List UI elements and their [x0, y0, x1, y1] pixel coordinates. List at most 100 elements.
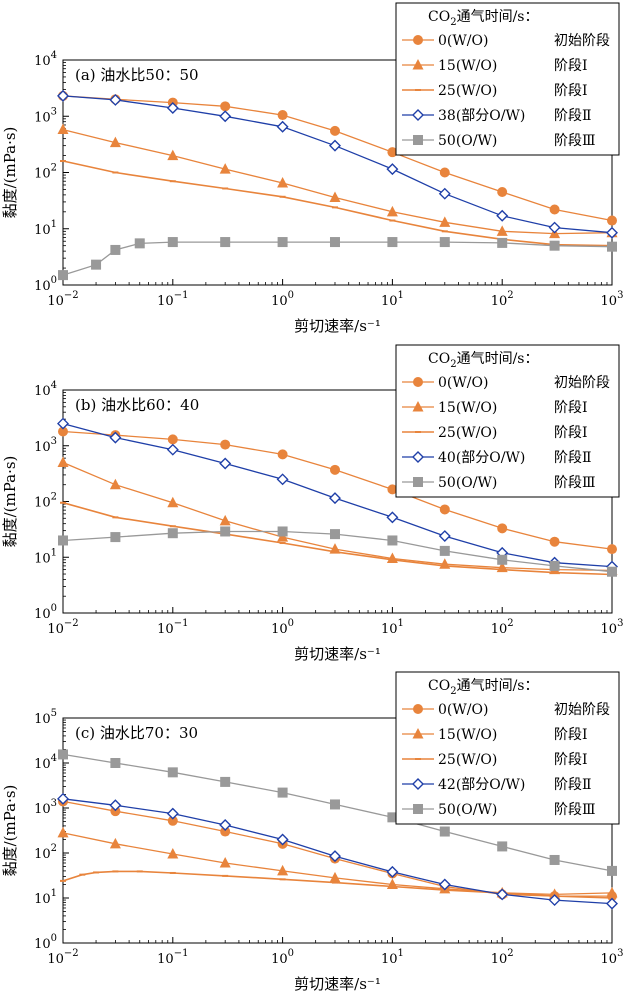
y-tick-base: 10: [34, 110, 51, 125]
data-point: [496, 209, 509, 222]
data-point: [439, 237, 450, 248]
y-tick-base: 10: [34, 551, 51, 566]
data-point: [58, 535, 68, 546]
data-point: [91, 259, 102, 270]
data-point: [109, 799, 122, 812]
legend-series-name: 25(W/O): [438, 83, 497, 99]
y-axis-label: 黏度/(mPa·s): [1, 456, 19, 548]
data-point: [329, 871, 341, 883]
data-point: [606, 897, 618, 910]
data-point: [387, 237, 398, 248]
y-tick-exp: 4: [51, 753, 57, 764]
data-point: [57, 417, 69, 430]
y-tick-label: 100: [34, 933, 57, 952]
data-point: [57, 826, 69, 838]
data-point: [220, 237, 231, 248]
x-tick-label: 102: [491, 948, 514, 967]
legend-title-sub: 2: [450, 686, 456, 697]
y-tick-base: 10: [34, 802, 51, 817]
legend-marker: [413, 477, 423, 487]
data-point: [496, 888, 509, 901]
legend-series-name: 0(W/O): [438, 702, 488, 718]
x-tick-base: 10: [47, 622, 64, 637]
legend-title-rest: 通气时间/s：: [457, 678, 539, 694]
chart-panel-c: 10−2 10−1 100 101 102 103100101102103104105剪切…: [1, 671, 623, 993]
data-point: [438, 878, 451, 891]
legend-series-stage: 阶段Ⅰ: [554, 727, 588, 743]
data-point: [219, 163, 231, 174]
data-point: [497, 554, 508, 565]
data-point: [549, 536, 560, 547]
data-point: [220, 101, 231, 112]
series-2: [60, 870, 615, 899]
data-point: [57, 89, 69, 102]
y-tick-base: 10: [34, 937, 51, 952]
x-tick-base: 10: [381, 294, 398, 309]
legend-series-name: 50(O/W): [438, 475, 497, 491]
data-point: [439, 167, 450, 178]
data-point: [109, 431, 122, 444]
data-point: [549, 240, 560, 251]
x-tick-label: 101: [381, 948, 404, 967]
x-tick-base: 10: [381, 622, 398, 637]
legend-series-name: 15(W/O): [438, 58, 497, 74]
y-tick-label: 102: [34, 492, 57, 511]
data-point: [439, 826, 450, 837]
x-tick-exp: −2: [64, 618, 79, 629]
legend-marker: [413, 35, 423, 45]
x-tick-label: 101: [381, 290, 404, 309]
y-tick-exp: 3: [51, 106, 57, 117]
y-tick-exp: 0: [51, 603, 57, 614]
legend-series-name: 40(部分O/W): [438, 450, 525, 466]
x-tick-base: 10: [491, 952, 508, 967]
x-tick-base: 10: [601, 294, 618, 309]
x-tick-label: 101: [381, 618, 404, 637]
data-point: [58, 270, 68, 281]
chart-panel-a: 10−2 10−1 100 101 102 103100101102103104剪切速率/…: [1, 2, 624, 335]
y-tick-exp: 1: [51, 547, 57, 558]
data-point: [329, 191, 341, 202]
x-tick-label: 103: [601, 290, 624, 309]
legend-marker: [412, 728, 424, 739]
y-tick-base: 10: [34, 384, 51, 399]
data-point: [220, 776, 231, 787]
data-point: [277, 526, 288, 537]
x-tick-exp: 2: [507, 618, 513, 629]
data-point: [607, 241, 617, 252]
legend-series-name: 15(W/O): [438, 727, 497, 743]
legend-title-sub: 2: [450, 17, 456, 28]
legend-series-name: 0(W/O): [438, 33, 488, 49]
y-tick-label: 101: [34, 888, 57, 907]
x-tick-exp: −1: [174, 290, 189, 301]
x-tick-exp: 0: [288, 290, 294, 301]
legend-series-name: 25(W/O): [438, 425, 497, 441]
data-point: [549, 854, 560, 865]
y-tick-label: 102: [34, 843, 57, 862]
legend-series-name: 38(部分O/W): [438, 108, 525, 124]
data-point: [386, 511, 399, 524]
legend-marker: [413, 704, 423, 714]
y-tick-base: 10: [34, 440, 51, 455]
legend-box: [395, 344, 620, 498]
legend-series-stage: 阶段Ⅰ: [554, 752, 588, 768]
data-point: [220, 439, 231, 450]
data-point: [497, 523, 508, 534]
x-axis-label: 剪切速率/s⁻¹: [294, 975, 381, 993]
x-tick-base: 10: [271, 622, 288, 637]
data-point: [387, 812, 398, 823]
series-3: [57, 792, 618, 910]
data-point: [387, 147, 398, 158]
x-tick-base: 10: [47, 952, 64, 967]
data-point: [607, 215, 617, 226]
data-point: [277, 237, 288, 248]
y-tick-base: 10: [34, 607, 51, 622]
x-tick-exp: 0: [288, 618, 294, 629]
data-point: [277, 177, 289, 188]
data-point: [57, 792, 69, 805]
y-tick-label: 101: [34, 219, 57, 238]
data-point: [109, 93, 122, 106]
data-point: [58, 426, 68, 437]
data-point: [166, 102, 179, 115]
x-tick-base: 10: [491, 294, 508, 309]
legend-series-stage: 阶段Ⅲ: [554, 133, 596, 149]
